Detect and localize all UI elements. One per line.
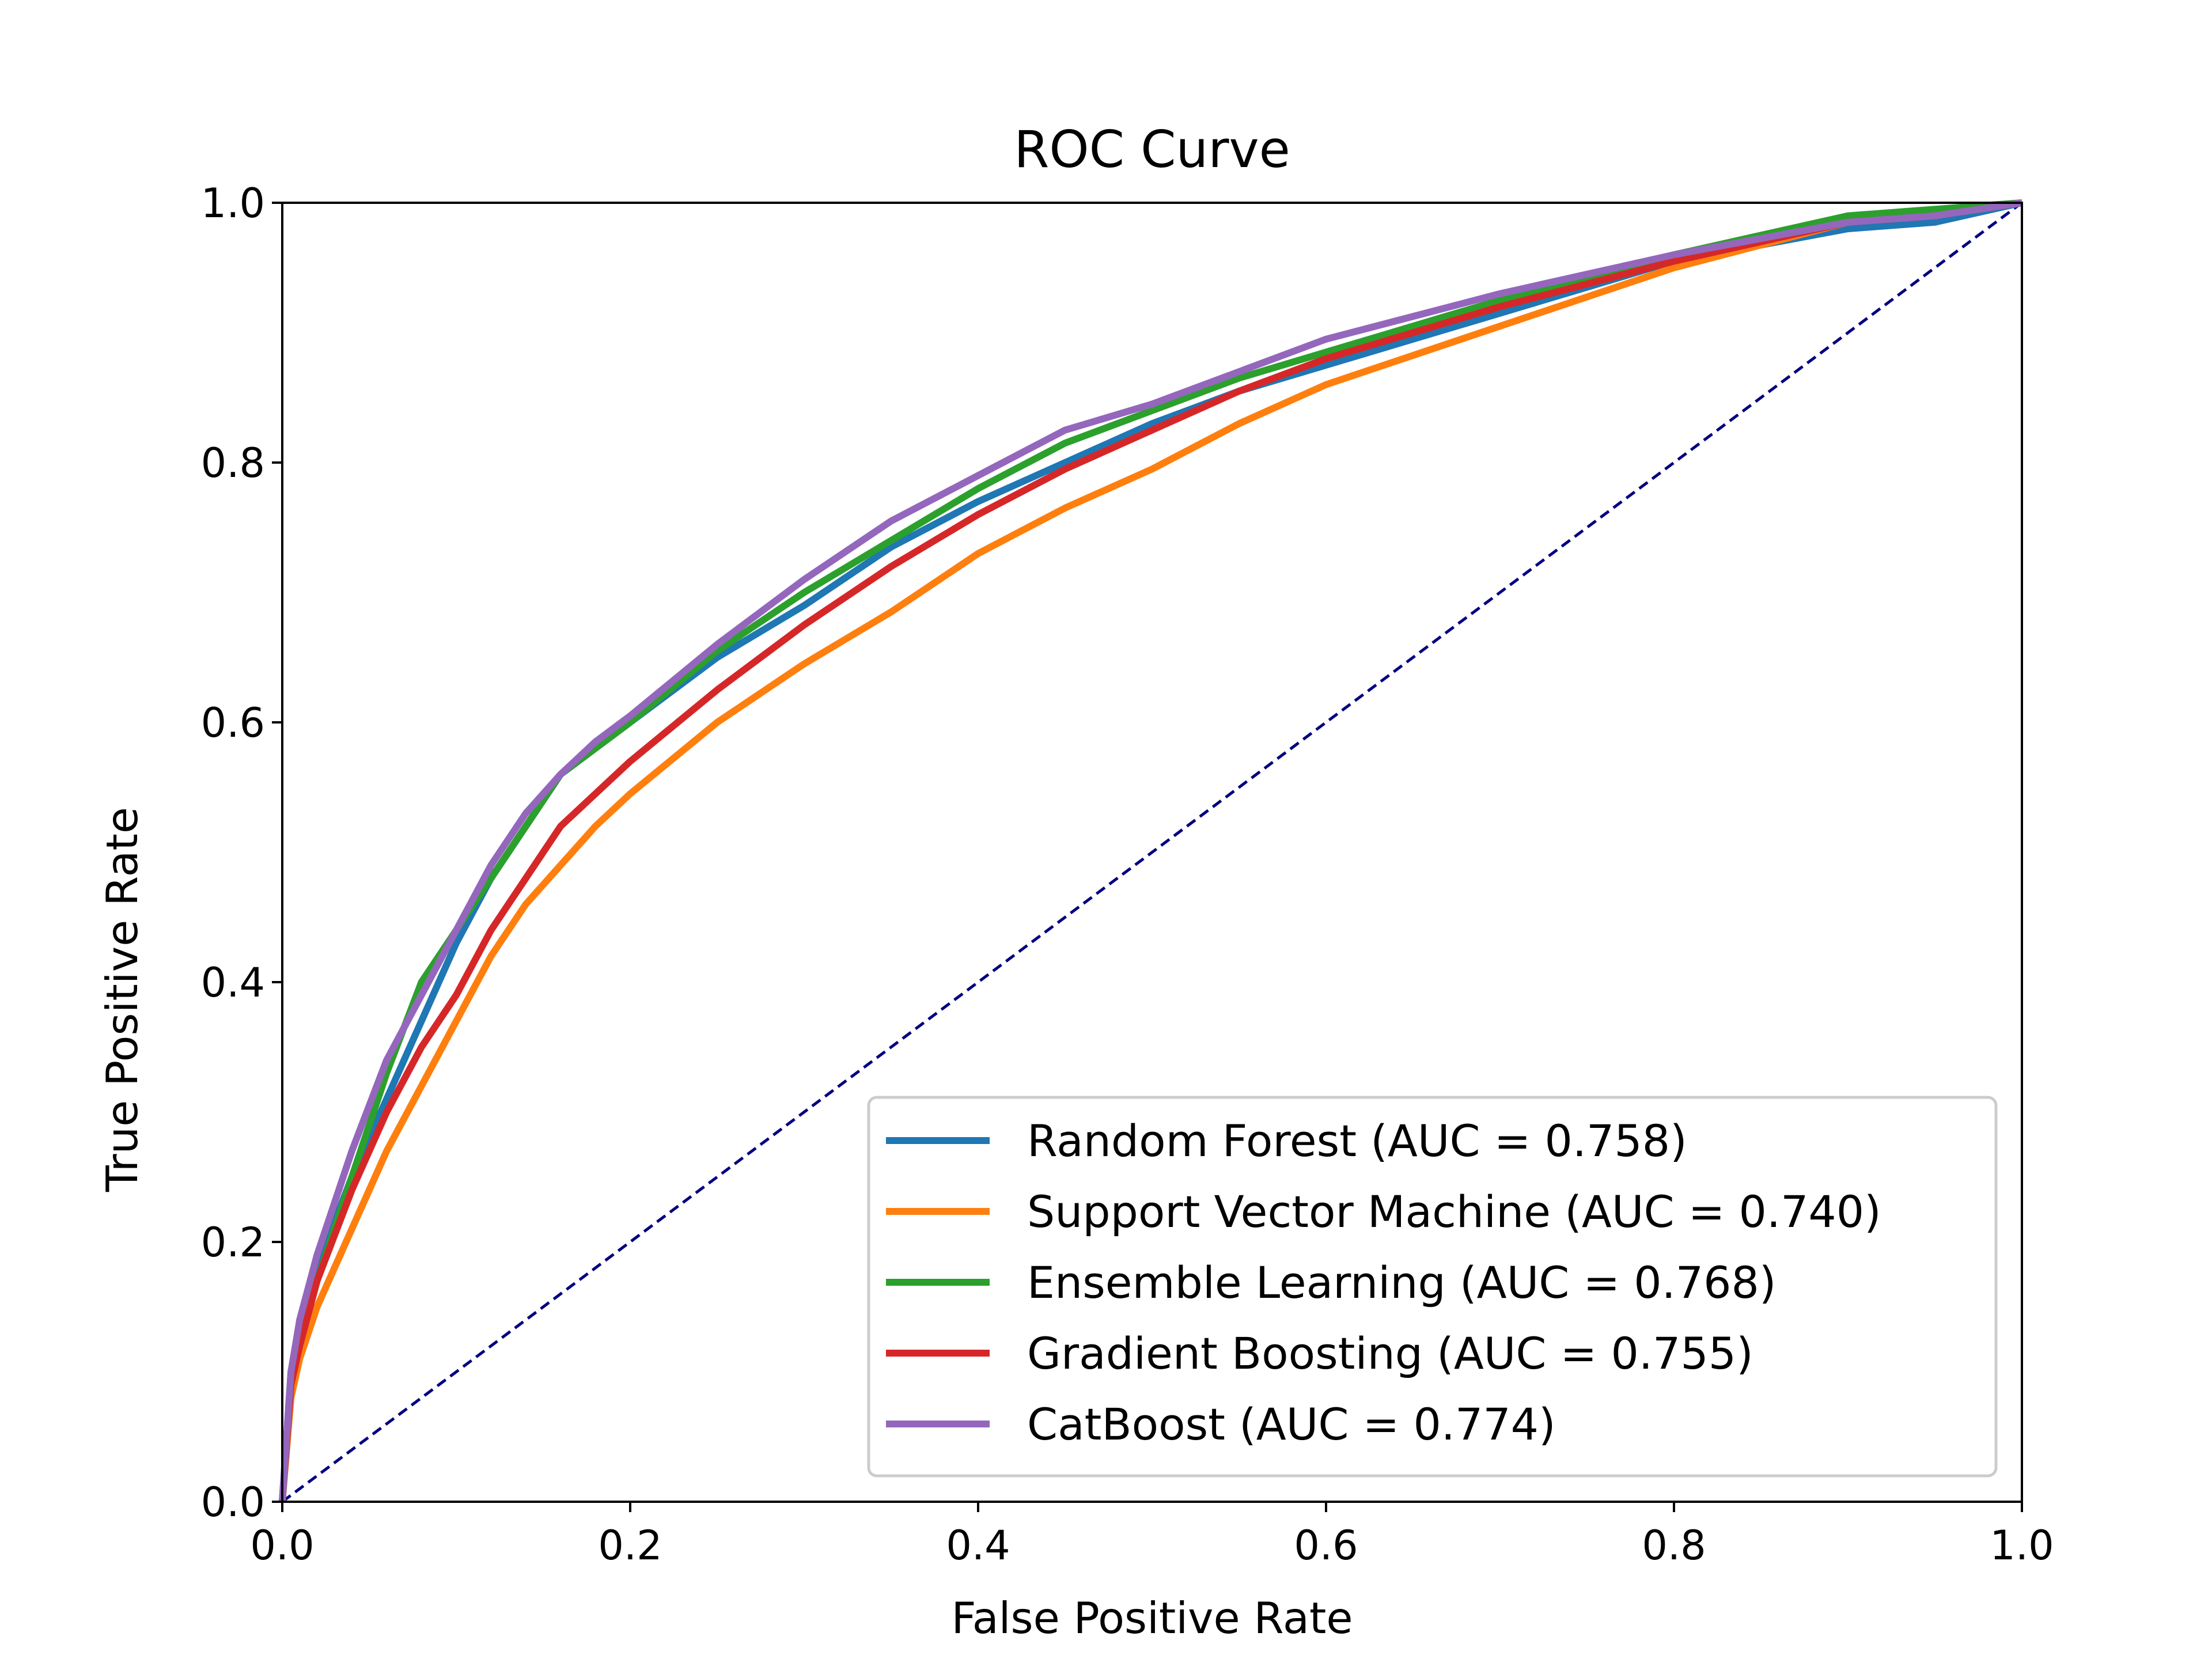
legend: Random Forest (AUC = 0.758) Support Vecto… — [867, 1096, 1998, 1478]
legend-label-catboost: CatBoost (AUC = 0.774) — [1027, 1399, 1556, 1450]
legend-label-ensemble-learning: Ensemble Learning (AUC = 0.768) — [1027, 1257, 1777, 1308]
x-tick-label: 0.8 — [1642, 1522, 1706, 1569]
legend-entries: Random Forest (AUC = 0.758) Support Vecto… — [886, 1115, 1881, 1450]
chart-title: ROC Curve — [1014, 120, 1290, 179]
y-tick-label: 0.6 — [201, 699, 265, 747]
legend-label-gradient-boosting: Gradient Boosting (AUC = 0.755) — [1027, 1328, 1753, 1379]
y-tick-label: 0.2 — [201, 1219, 265, 1266]
y-tick-label: 0.4 — [201, 959, 265, 1006]
x-axis-label: False Positive Rate — [951, 1593, 1353, 1643]
legend-box — [867, 1096, 1998, 1478]
series-line-support-vector-machine — [279, 199, 2022, 1502]
x-tick-label: 0.2 — [598, 1522, 662, 1569]
x-tick-label: 0.4 — [946, 1522, 1010, 1569]
axis-ticks: 0.0 0.2 0.4 0.6 0.8 1.0 0.0 0.2 0.4 0.6 0.8 1.0 — [201, 180, 2054, 1569]
x-tick-label: 0.6 — [1294, 1522, 1358, 1569]
series-line-catboost — [279, 199, 2022, 1502]
plot-area — [279, 199, 2023, 1503]
chance-diagonal-line — [281, 201, 2023, 1503]
y-axis-label: True Positive Rate — [97, 807, 147, 1192]
series-line-ensemble-learning — [279, 199, 2022, 1502]
y-tick-label: 0.8 — [201, 440, 265, 487]
legend-label-random-forest: Random Forest (AUC = 0.758) — [1027, 1115, 1687, 1166]
legend-label-support-vector-machine: Support Vector Machine (AUC = 0.740) — [1027, 1186, 1881, 1237]
axes-frame — [281, 202, 2023, 1503]
x-tick-label: 0.0 — [250, 1522, 314, 1569]
x-tick-label: 1.0 — [1990, 1522, 2054, 1569]
series-line-gradient-boosting — [279, 199, 2022, 1502]
y-tick-label: 1.0 — [201, 180, 265, 227]
y-tick-label: 0.0 — [201, 1479, 265, 1526]
